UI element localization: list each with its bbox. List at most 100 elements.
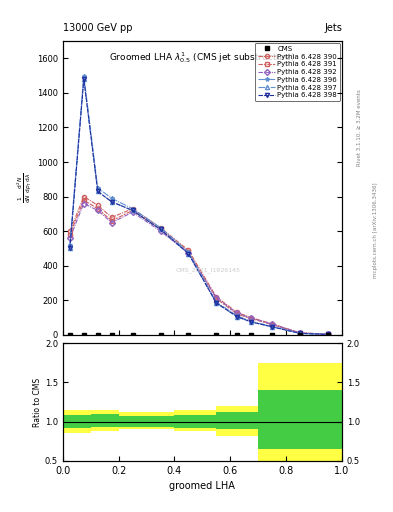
Pythia 6.428 398 [68, 245, 72, 251]
Pythia 6.428 396 [130, 206, 135, 212]
Text: mcplots.cern.ch [arXiv:1306.3436]: mcplots.cern.ch [arXiv:1306.3436] [373, 183, 378, 278]
Pythia 6.428 397 [326, 331, 331, 337]
CMS [249, 332, 253, 338]
Pythia 6.428 398 [81, 76, 86, 82]
Pythia 6.428 396 [214, 299, 219, 305]
Pythia 6.428 391 [298, 330, 303, 336]
Pythia 6.428 396 [235, 313, 240, 319]
Pythia 6.428 390 [81, 194, 86, 200]
CMS [235, 332, 240, 338]
Text: Rivet 3.1.10, ≥ 3.2M events: Rivet 3.1.10, ≥ 3.2M events [357, 90, 362, 166]
Pythia 6.428 398 [95, 188, 100, 195]
Pythia 6.428 391 [130, 207, 135, 214]
Pythia 6.428 397 [214, 300, 219, 306]
Pythia 6.428 392 [249, 315, 253, 321]
Pythia 6.428 390 [109, 215, 114, 221]
Pythia 6.428 397 [95, 188, 100, 195]
CMS [109, 332, 114, 338]
Pythia 6.428 391 [186, 249, 191, 255]
Pythia 6.428 390 [270, 321, 275, 327]
Text: Jets: Jets [324, 23, 342, 33]
Pythia 6.428 398 [235, 314, 240, 320]
Pythia 6.428 390 [95, 202, 100, 208]
Pythia 6.428 391 [214, 295, 219, 302]
CMS [214, 332, 219, 338]
Pythia 6.428 391 [270, 322, 275, 328]
Pythia 6.428 398 [186, 250, 191, 257]
Pythia 6.428 391 [68, 231, 72, 238]
Pythia 6.428 398 [326, 331, 331, 337]
Pythia 6.428 397 [68, 245, 72, 251]
Text: CMS_2021_I1926145: CMS_2021_I1926145 [176, 267, 241, 273]
Pythia 6.428 392 [109, 220, 114, 226]
Line: Pythia 6.428 392: Pythia 6.428 392 [68, 201, 330, 336]
Pythia 6.428 392 [298, 330, 303, 336]
Pythia 6.428 396 [68, 242, 72, 248]
Pythia 6.428 392 [270, 321, 275, 327]
Line: Pythia 6.428 397: Pythia 6.428 397 [68, 77, 330, 336]
Line: Pythia 6.428 390: Pythia 6.428 390 [68, 195, 330, 336]
CMS [186, 332, 191, 338]
Line: Pythia 6.428 398: Pythia 6.428 398 [68, 77, 330, 336]
Pythia 6.428 391 [95, 206, 100, 212]
Pythia 6.428 398 [214, 300, 219, 306]
Pythia 6.428 397 [130, 207, 135, 214]
Pythia 6.428 392 [130, 209, 135, 215]
Pythia 6.428 390 [186, 247, 191, 253]
Pythia 6.428 396 [326, 331, 331, 337]
Pythia 6.428 390 [249, 314, 253, 321]
Line: Pythia 6.428 396: Pythia 6.428 396 [68, 73, 330, 336]
CMS [95, 332, 100, 338]
Pythia 6.428 390 [158, 225, 163, 231]
Pythia 6.428 396 [158, 225, 163, 231]
CMS [158, 332, 163, 338]
Pythia 6.428 390 [130, 206, 135, 212]
Pythia 6.428 392 [95, 207, 100, 214]
Pythia 6.428 397 [235, 314, 240, 320]
Pythia 6.428 396 [81, 73, 86, 79]
Pythia 6.428 398 [109, 199, 114, 205]
Pythia 6.428 398 [270, 324, 275, 330]
Pythia 6.428 396 [95, 185, 100, 191]
CMS [68, 332, 72, 338]
Pythia 6.428 392 [81, 201, 86, 207]
Pythia 6.428 398 [158, 226, 163, 232]
Pythia 6.428 397 [186, 250, 191, 257]
Pythia 6.428 397 [81, 76, 86, 82]
Pythia 6.428 396 [270, 323, 275, 329]
Line: CMS: CMS [68, 333, 330, 337]
Legend: CMS, Pythia 6.428 390, Pythia 6.428 391, Pythia 6.428 392, Pythia 6.428 396, Pyt: CMS, Pythia 6.428 390, Pythia 6.428 391,… [255, 43, 340, 101]
Y-axis label: $\frac{1}{\mathrm{d}N}\,\frac{\mathrm{d}^2N}{\mathrm{d}p_\mathrm{T}\,\mathrm{d}\: $\frac{1}{\mathrm{d}N}\,\frac{\mathrm{d}… [16, 173, 34, 203]
Pythia 6.428 398 [249, 319, 253, 325]
Pythia 6.428 392 [158, 228, 163, 234]
CMS [326, 332, 331, 338]
CMS [298, 332, 303, 338]
CMS [270, 332, 275, 338]
Pythia 6.428 391 [249, 315, 253, 322]
Pythia 6.428 391 [326, 331, 331, 337]
Pythia 6.428 390 [214, 294, 219, 300]
Pythia 6.428 397 [109, 199, 114, 205]
Line: Pythia 6.428 391: Pythia 6.428 391 [68, 198, 330, 336]
Pythia 6.428 391 [109, 218, 114, 224]
Pythia 6.428 396 [186, 249, 191, 255]
Pythia 6.428 390 [235, 309, 240, 315]
Pythia 6.428 392 [235, 310, 240, 316]
Pythia 6.428 398 [298, 330, 303, 336]
Pythia 6.428 390 [298, 330, 303, 336]
Pythia 6.428 391 [158, 226, 163, 232]
Pythia 6.428 398 [130, 207, 135, 214]
Y-axis label: Ratio to CMS: Ratio to CMS [33, 377, 42, 426]
Pythia 6.428 390 [68, 228, 72, 234]
Pythia 6.428 396 [298, 330, 303, 336]
Pythia 6.428 392 [186, 250, 191, 256]
X-axis label: groomed LHA: groomed LHA [169, 481, 235, 491]
Pythia 6.428 392 [326, 331, 331, 337]
Pythia 6.428 397 [298, 330, 303, 336]
CMS [130, 332, 135, 338]
Pythia 6.428 391 [235, 311, 240, 317]
Pythia 6.428 390 [326, 331, 331, 337]
Text: Groomed LHA $\lambda^1_{0.5}$ (CMS jet substructure): Groomed LHA $\lambda^1_{0.5}$ (CMS jet s… [109, 50, 296, 65]
Pythia 6.428 397 [270, 324, 275, 330]
Pythia 6.428 396 [109, 195, 114, 201]
